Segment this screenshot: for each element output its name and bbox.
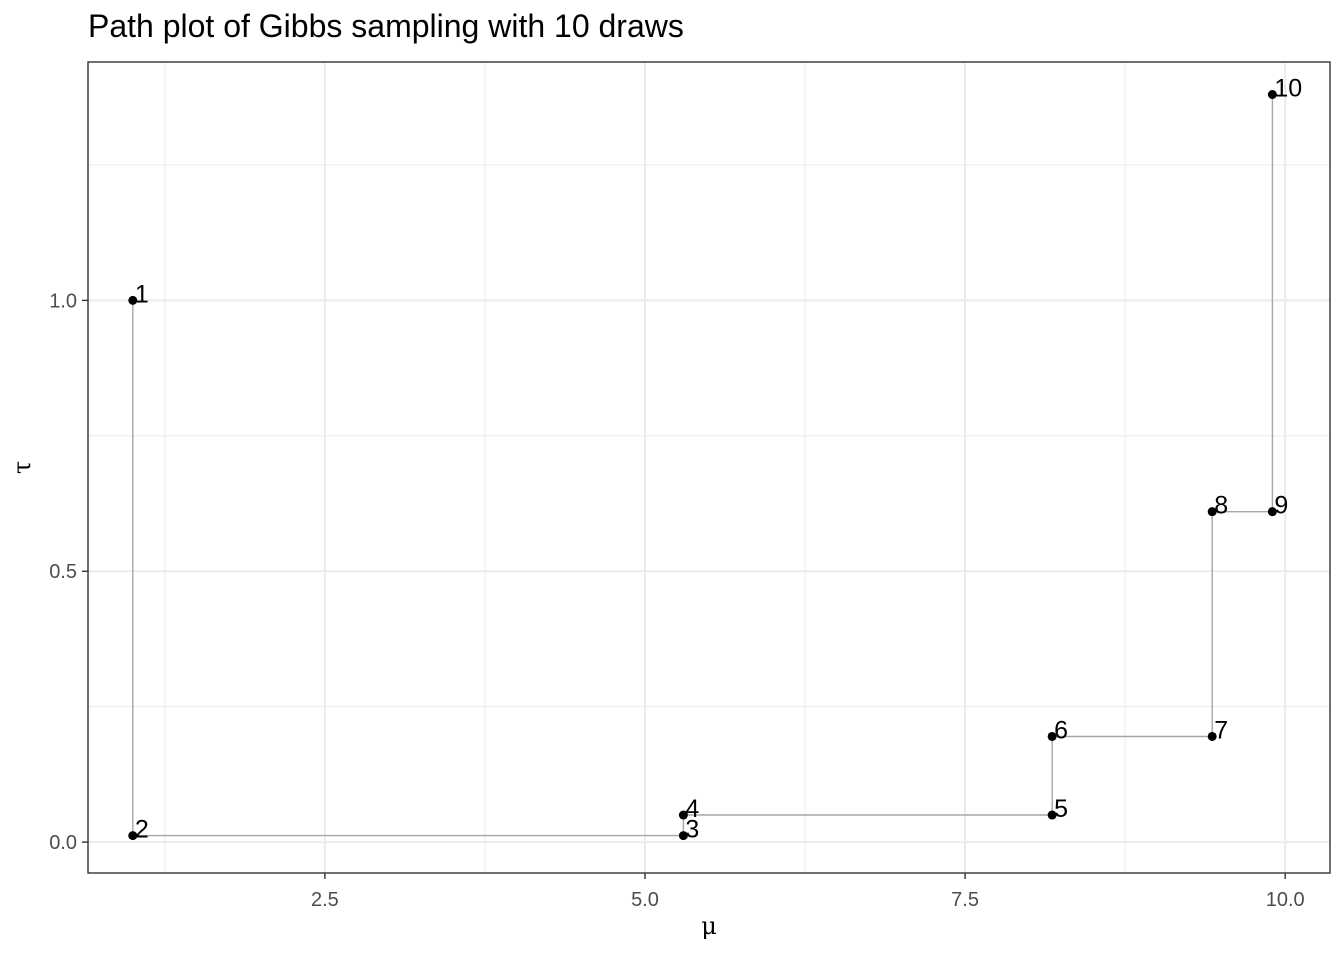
- point-label-3: 3: [685, 816, 699, 844]
- point-2: [128, 831, 138, 841]
- point-5: [1047, 810, 1057, 820]
- path-line: [132, 94, 1274, 837]
- x-axis-ticks: 2.5 5.0 7.5 10.0: [311, 873, 1305, 911]
- major-gridlines: [88, 62, 1330, 873]
- y-axis-ticks: 0.0 0.5 1.0: [49, 290, 88, 854]
- sampling-path: [132, 94, 1274, 837]
- point-4: [678, 810, 688, 820]
- point-label-2: 2: [135, 816, 149, 844]
- point-label-7: 7: [1214, 716, 1228, 744]
- y-tick-label: 0.0: [49, 832, 77, 854]
- y-tick-label: 0.5: [49, 561, 77, 583]
- point-label-6: 6: [1054, 716, 1068, 744]
- point-8: [1207, 507, 1217, 517]
- point-1: [128, 295, 138, 305]
- panel-border: [87, 61, 1331, 874]
- point-9: [1267, 507, 1277, 517]
- x-axis-title: μ: [701, 912, 717, 940]
- point-10: [1267, 90, 1277, 100]
- point-label-8: 8: [1214, 492, 1228, 520]
- point-label-9: 9: [1274, 492, 1288, 520]
- point-label-10: 10: [1274, 75, 1302, 103]
- sample-points: [128, 90, 1277, 841]
- x-tick-label: 10.0: [1266, 889, 1305, 911]
- y-axis-title: τ: [8, 461, 36, 474]
- point-3: [678, 831, 688, 841]
- x-tick-label: 7.5: [951, 889, 979, 911]
- x-tick-label: 5.0: [631, 889, 659, 911]
- point-labels: 1 2 34 5 6 7 8 9 10: [135, 75, 1302, 844]
- point-label-4: 4: [685, 795, 699, 823]
- point-label-1: 1: [135, 280, 149, 308]
- y-tick-label: 1.0: [49, 290, 77, 312]
- chart-title: Path plot of Gibbs sampling with 10 draw…: [88, 8, 684, 44]
- point-label-5: 5: [1054, 795, 1068, 823]
- point-6: [1047, 731, 1057, 741]
- point-7: [1207, 731, 1217, 741]
- minor-gridlines: [88, 62, 1330, 873]
- x-tick-label: 2.5: [311, 889, 339, 911]
